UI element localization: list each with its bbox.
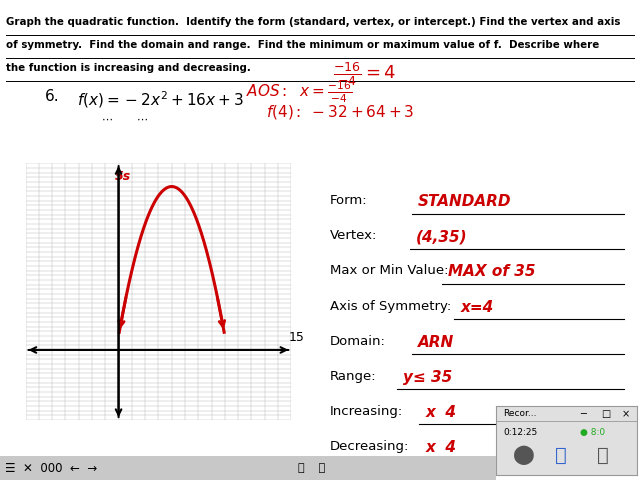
Text: ● 8:0: ● 8:0 bbox=[580, 428, 605, 437]
Text: Range:: Range: bbox=[330, 370, 376, 383]
Text: Vertex:: Vertex: bbox=[330, 229, 377, 242]
Text: $AOS{:}\ \ x = \frac{-16}{-4}$: $AOS{:}\ \ x = \frac{-16}{-4}$ bbox=[246, 79, 353, 105]
Text: 🔍    🔍: 🔍 🔍 bbox=[298, 463, 325, 473]
Text: $\cdots$: $\cdots$ bbox=[101, 114, 113, 124]
Text: $\cdots$: $\cdots$ bbox=[136, 114, 148, 124]
Text: y≤ 35: y≤ 35 bbox=[403, 370, 452, 384]
Text: Recor...: Recor... bbox=[503, 409, 536, 418]
Text: x  4: x 4 bbox=[426, 405, 456, 420]
Text: ×: × bbox=[621, 409, 629, 419]
Text: $\frac{-16}{-4} = 4$: $\frac{-16}{-4} = 4$ bbox=[333, 60, 396, 88]
Text: Form:: Form: bbox=[330, 194, 367, 207]
Text: Max or Min Value:: Max or Min Value: bbox=[330, 264, 448, 277]
Text: x  4: x 4 bbox=[426, 440, 456, 455]
Text: ─: ─ bbox=[580, 409, 586, 419]
Text: ⬛: ⬛ bbox=[597, 446, 609, 465]
Text: Axis of Symmetry:: Axis of Symmetry: bbox=[330, 300, 451, 312]
Text: (4,35): (4,35) bbox=[416, 229, 468, 244]
Text: ☰  ✕  000  ←  →: ☰ ✕ 000 ← → bbox=[5, 461, 97, 475]
Text: of symmetry.  Find the domain and range.  Find the minimum or maximum value of f: of symmetry. Find the domain and range. … bbox=[6, 40, 600, 50]
Text: Decreasing:: Decreasing: bbox=[330, 440, 409, 453]
Text: Domain:: Domain: bbox=[330, 335, 385, 348]
Text: ⬤: ⬤ bbox=[513, 446, 535, 465]
Text: 5s: 5s bbox=[115, 170, 131, 183]
Text: □: □ bbox=[602, 409, 611, 419]
Text: STANDARD: STANDARD bbox=[418, 194, 511, 209]
Text: $f(x) = -2x^2 + 16x + 3$: $f(x) = -2x^2 + 16x + 3$ bbox=[77, 89, 244, 109]
Text: Graph the quadratic function.  Identify the form (standard, vertex, or intercept: Graph the quadratic function. Identify t… bbox=[6, 17, 621, 27]
Text: Increasing:: Increasing: bbox=[330, 405, 403, 418]
Text: 0:12:25: 0:12:25 bbox=[503, 428, 538, 437]
Text: x=4: x=4 bbox=[461, 300, 494, 314]
Text: the function is increasing and decreasing.: the function is increasing and decreasin… bbox=[6, 63, 251, 73]
Text: 15: 15 bbox=[289, 331, 305, 344]
Text: $f(4){:}\ -32 + 64 + 3$: $f(4){:}\ -32 + 64 + 3$ bbox=[266, 103, 414, 121]
Text: 6.: 6. bbox=[45, 89, 60, 104]
Text: ⏸: ⏸ bbox=[555, 446, 567, 465]
Text: MAX of 35: MAX of 35 bbox=[448, 264, 536, 279]
Text: ARN: ARN bbox=[418, 335, 454, 349]
